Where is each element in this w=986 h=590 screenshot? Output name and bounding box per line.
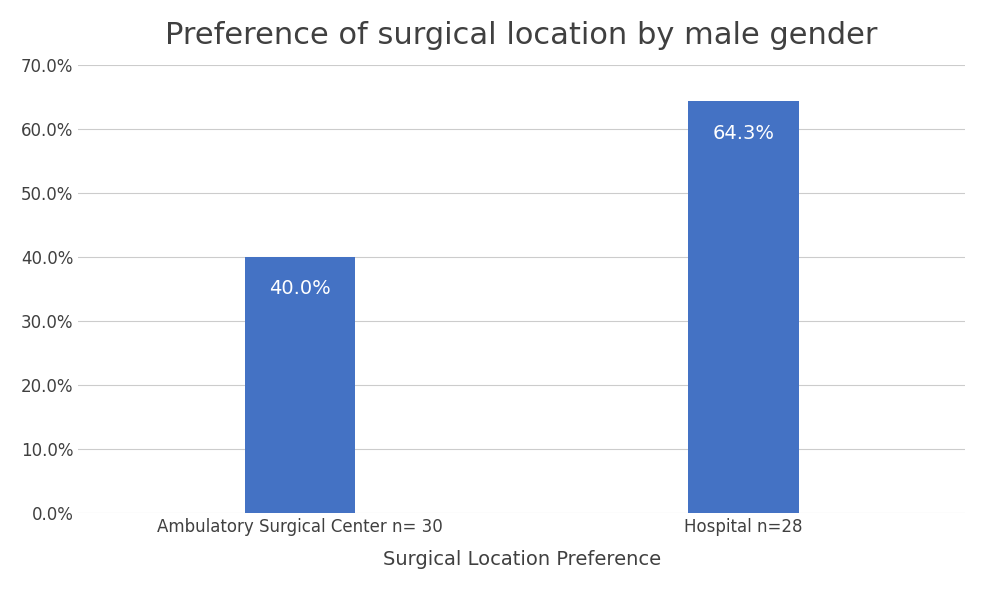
Title: Preference of surgical location by male gender: Preference of surgical location by male … [166, 21, 878, 50]
Text: 64.3%: 64.3% [713, 124, 774, 143]
Bar [688, 101, 799, 513]
Bar [245, 257, 355, 513]
X-axis label: Surgical Location Preference: Surgical Location Preference [383, 550, 661, 569]
Text: 40.0%: 40.0% [269, 280, 331, 299]
